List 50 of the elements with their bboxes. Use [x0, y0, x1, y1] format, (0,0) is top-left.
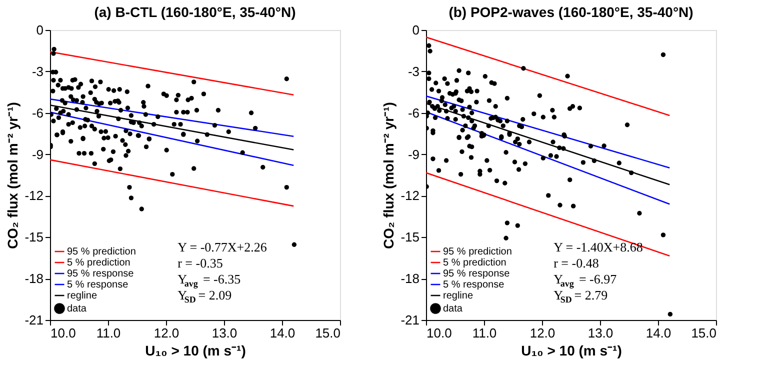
- legend-label: regline: [67, 290, 98, 302]
- legend-label: 5 % response: [67, 280, 129, 290]
- x-tick-label: 11.0: [472, 326, 497, 340]
- y-tick-label: -6: [32, 105, 44, 120]
- y-tick-label: -18: [24, 271, 44, 286]
- annotation: r = -0.48: [554, 256, 599, 270]
- x-tick-label: 13.0: [588, 326, 614, 340]
- chart-title: (a) B-CTL (160-180°E, 35-40°N): [94, 4, 296, 20]
- y-tick-label: -15: [24, 230, 44, 245]
- x-tick-label: 12.0: [154, 326, 180, 340]
- x-tick-label: 14.0: [646, 326, 672, 340]
- y-tick-label: -15: [400, 230, 420, 245]
- x-axis-title: U₁₀ > 10 (m s⁻¹): [521, 342, 622, 358]
- legend-label: regline: [443, 290, 474, 302]
- legend-label: data: [443, 304, 463, 314]
- x-axis-title: U₁₀ > 10 (m s⁻¹): [145, 342, 246, 358]
- y-tick-label: -12: [24, 188, 44, 204]
- legend-label: data: [67, 304, 87, 314]
- y-tick-label: -6: [408, 105, 420, 120]
- y-tick-label: -21: [24, 312, 44, 328]
- y-axis-title: CO₂ flux (mol m⁻² yr⁻¹): [380, 102, 397, 249]
- annotation: r = -0.35: [178, 256, 223, 270]
- y-tick-label: -9: [408, 146, 420, 162]
- x-tick-label: 15.0: [691, 326, 716, 340]
- x-tick-label: 10.0: [426, 326, 452, 340]
- y-tick-label: -12: [400, 188, 420, 204]
- y-tick-label: -21: [400, 312, 420, 328]
- x-tick-label: 15.0: [315, 326, 340, 340]
- y-axis-title: CO₂ flux (mol m⁻² yr⁻¹): [4, 102, 21, 249]
- annotation: Y = -0.77X+2.26: [178, 240, 268, 254]
- y-tick-label: -18: [400, 271, 420, 286]
- x-tick-label: 11.0: [96, 326, 121, 340]
- legend-label: 5 % prediction: [67, 258, 130, 268]
- y-tick-label: -3: [408, 64, 420, 79]
- y-tick-label: 0: [412, 22, 420, 38]
- chart-title: (b) POP2-waves (160-180°E, 35-40°N): [448, 4, 694, 20]
- x-tick-label: 14.0: [270, 326, 296, 340]
- x-tick-label: 12.0: [530, 326, 556, 340]
- y-tick-label: 0: [36, 22, 44, 38]
- x-tick-label: 10.0: [50, 326, 76, 340]
- annotation: Y = -1.40X+8.68: [554, 240, 643, 254]
- legend-label: 95 % prediction: [67, 246, 136, 258]
- legend-label: 95 % response: [67, 268, 134, 280]
- x-tick-label: 13.0: [212, 326, 238, 340]
- y-tick-label: -3: [32, 64, 44, 79]
- legend-label: 5 % response: [443, 280, 505, 290]
- legend-label: 95 % response: [443, 268, 510, 280]
- legend-label: 5 % prediction: [443, 258, 506, 268]
- legend-label: 95 % prediction: [443, 246, 512, 258]
- y-tick-label: -9: [32, 146, 44, 162]
